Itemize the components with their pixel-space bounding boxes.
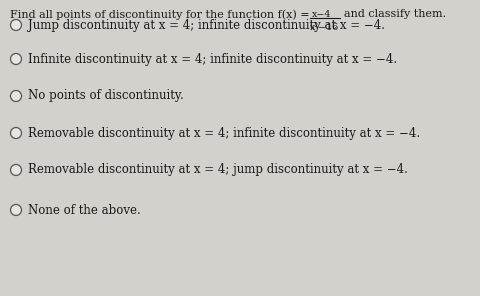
Text: x²−16: x²−16 xyxy=(310,23,339,32)
Text: Removable discontinuity at x = 4; infinite discontinuity at x = −4.: Removable discontinuity at x = 4; infini… xyxy=(28,126,420,139)
Text: Jump discontinuity at x = 4; infinite discontinuity at x = −4.: Jump discontinuity at x = 4; infinite di… xyxy=(28,18,385,31)
Circle shape xyxy=(11,20,22,30)
Text: Removable discontinuity at x = 4; jump discontinuity at x = −4.: Removable discontinuity at x = 4; jump d… xyxy=(28,163,408,176)
Circle shape xyxy=(11,91,22,102)
Text: Infinite discontinuity at x = 4; infinite discontinuity at x = −4.: Infinite discontinuity at x = 4; infinit… xyxy=(28,52,397,65)
Text: No points of discontinuity.: No points of discontinuity. xyxy=(28,89,184,102)
Text: Find all points of discontinuity for the function f(x) =: Find all points of discontinuity for the… xyxy=(10,9,310,20)
Text: and classify them.: and classify them. xyxy=(344,9,446,19)
Text: x−4: x−4 xyxy=(312,10,331,19)
Text: None of the above.: None of the above. xyxy=(28,204,141,216)
Circle shape xyxy=(11,128,22,139)
Circle shape xyxy=(11,54,22,65)
Circle shape xyxy=(11,165,22,176)
Circle shape xyxy=(11,205,22,215)
